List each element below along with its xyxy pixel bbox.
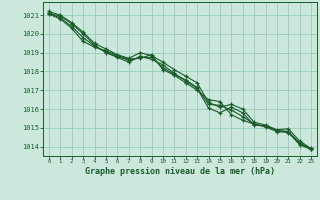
- X-axis label: Graphe pression niveau de la mer (hPa): Graphe pression niveau de la mer (hPa): [85, 167, 275, 176]
